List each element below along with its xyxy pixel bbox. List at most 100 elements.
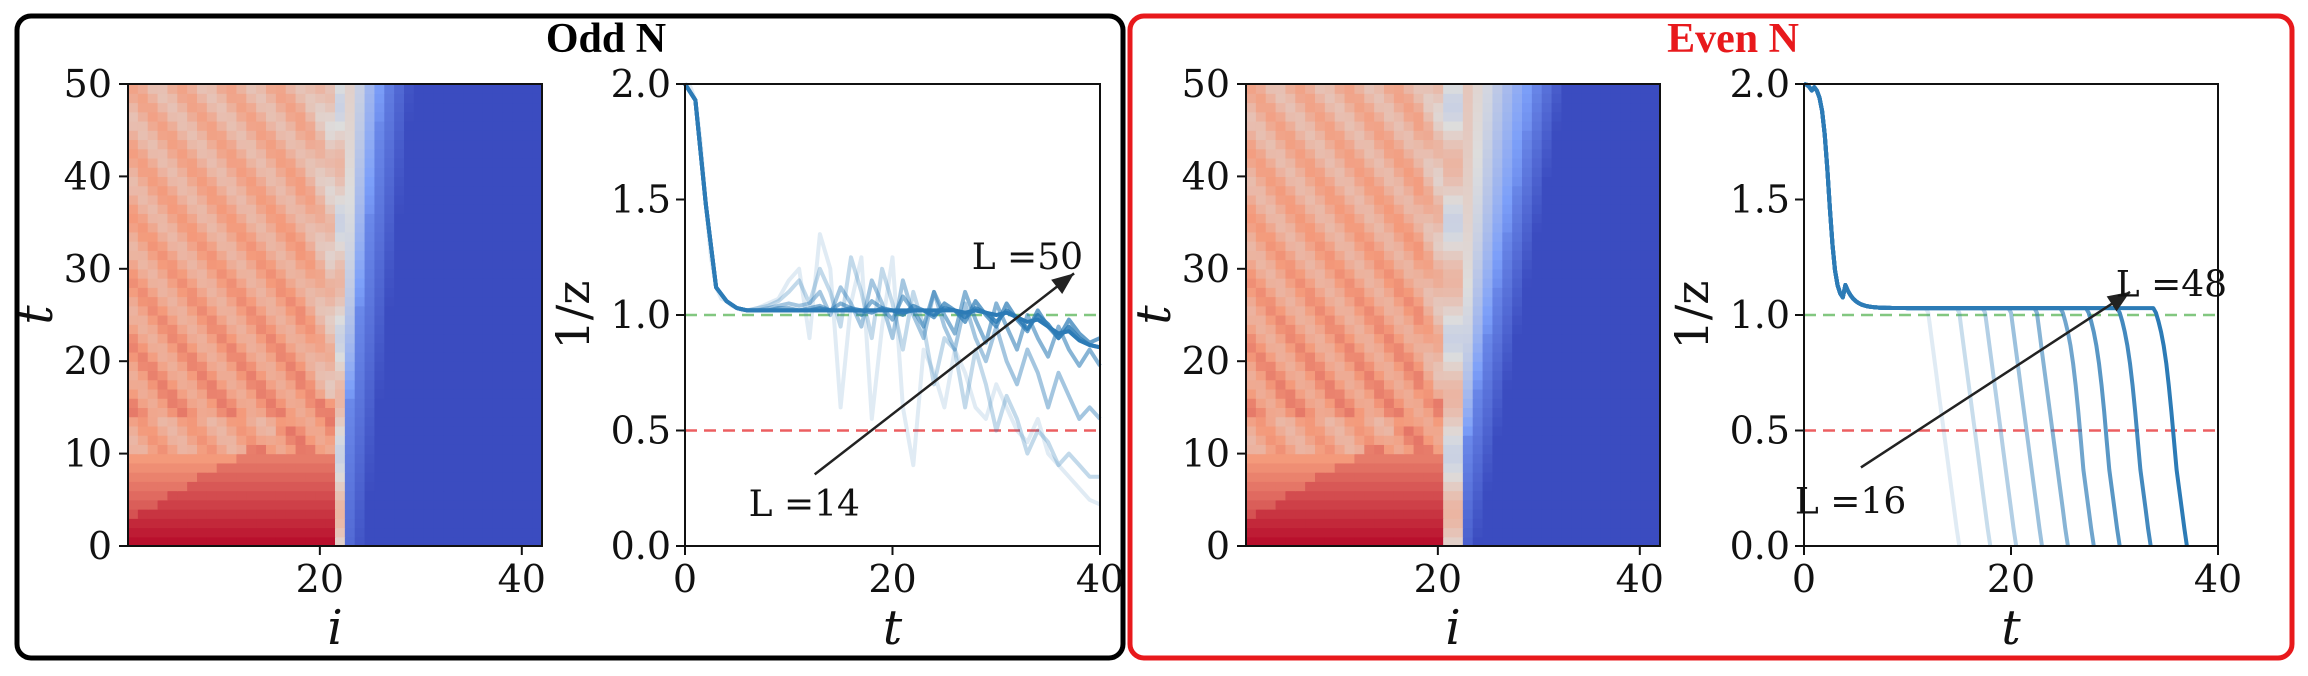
heatmap-cell	[137, 204, 149, 214]
heatmap-cell	[433, 287, 445, 298]
heatmap-cell	[1443, 194, 1454, 205]
heatmap-cell	[1344, 509, 1356, 519]
heatmap-cell	[1571, 259, 1582, 270]
heatmap-cell	[1315, 379, 1326, 390]
heatmap-cell	[364, 213, 376, 224]
heatmap-cell	[236, 425, 247, 436]
heatmap-cell	[216, 351, 228, 362]
heatmap-cell	[374, 139, 385, 150]
heatmap-cell	[374, 472, 385, 482]
heatmap-cell	[197, 472, 208, 482]
heatmap-cell	[315, 379, 326, 390]
heatmap-cell	[1512, 305, 1523, 316]
heatmap-cell	[1443, 388, 1454, 399]
heatmap-cell	[236, 278, 247, 288]
heatmap-cell	[295, 518, 307, 529]
heatmap-cell	[177, 472, 188, 482]
heatmap-cell	[187, 527, 198, 538]
heatmap-cell	[364, 398, 376, 408]
heatmap-cell	[522, 259, 533, 270]
heatmap-cell	[364, 536, 376, 547]
heatmap-cell	[1275, 120, 1287, 131]
heatmap-cell	[1423, 111, 1434, 122]
heatmap-cell	[1472, 93, 1484, 104]
heatmap-cell	[246, 481, 257, 492]
heatmap-cell	[295, 250, 307, 261]
heatmap-cell	[413, 241, 425, 251]
heatmap-cell	[1295, 111, 1306, 122]
heatmap-cell	[1334, 222, 1346, 233]
heatmap-cell	[1502, 167, 1513, 177]
heatmap-cell	[197, 398, 208, 408]
heatmap-cell	[1423, 518, 1434, 529]
heatmap-cell	[473, 222, 484, 233]
heatmap-cell	[1315, 148, 1326, 159]
heatmap-cell	[1571, 84, 1582, 94]
heatmap-cell	[1600, 324, 1612, 335]
heatmap-cell	[1344, 472, 1356, 482]
heatmap-cell	[1541, 305, 1553, 316]
heatmap-cell	[364, 416, 376, 427]
heatmap-cell	[1482, 444, 1494, 455]
heatmap-cell	[1384, 111, 1395, 122]
heatmap-cell	[1403, 278, 1415, 288]
heatmap-cell	[1364, 407, 1375, 418]
heatmap-cell	[1265, 139, 1277, 150]
heatmap-cell	[404, 204, 415, 214]
heatmap-cell	[443, 453, 454, 464]
heatmap-cell	[266, 139, 277, 150]
heatmap-cell	[216, 453, 228, 464]
heatmap-cell	[374, 157, 385, 168]
heatmap-cell	[354, 425, 366, 436]
heatmap-cell	[1541, 259, 1553, 270]
heatmap-cell	[1423, 250, 1434, 261]
heatmap-cell	[1315, 490, 1326, 501]
heatmap-cell	[1364, 130, 1375, 141]
heatmap-cell	[1246, 93, 1257, 104]
heatmap-cell	[246, 462, 257, 473]
heatmap-cell	[335, 453, 346, 464]
heatmap-cell	[1354, 120, 1365, 131]
heatmap-cell	[404, 499, 415, 510]
heatmap-cell	[423, 111, 435, 122]
heatmap-cell	[1571, 268, 1582, 279]
heatmap-cell	[1413, 490, 1425, 501]
heatmap-cell	[453, 213, 464, 224]
heatmap-cell	[266, 398, 277, 408]
heatmap-cell	[1413, 444, 1425, 455]
heatmap-cell	[1315, 518, 1326, 529]
heatmap-cell	[463, 111, 474, 122]
heatmap-cell	[206, 130, 218, 141]
heatmap-cell	[1541, 351, 1553, 362]
heatmap-cell	[404, 278, 415, 288]
heatmap-cell	[1492, 231, 1503, 242]
heatmap-cell	[128, 139, 139, 150]
heatmap-cell	[1265, 194, 1277, 205]
heatmap-cell	[1502, 444, 1513, 455]
heatmap-cell	[137, 213, 149, 224]
heatmap-cell	[1423, 370, 1434, 381]
heatmap-cell	[256, 481, 267, 492]
y-tick-label: 0.0	[1730, 524, 1790, 568]
heatmap-cell	[522, 472, 533, 482]
heatmap-cell	[1413, 379, 1425, 390]
heatmap-cell	[325, 407, 336, 418]
heatmap-cell	[256, 93, 267, 104]
heatmap-cell	[1531, 130, 1543, 141]
heatmap-cell	[1551, 315, 1563, 325]
y-tick-label: 30	[1182, 247, 1230, 291]
heatmap-cell	[1305, 407, 1316, 418]
heatmap-cell	[1561, 462, 1572, 473]
heatmap-cell	[502, 536, 514, 547]
heatmap-cell	[1620, 416, 1632, 427]
heatmap-cell	[137, 268, 149, 279]
heatmap-cell	[1265, 527, 1277, 538]
heatmap-cell	[1551, 259, 1563, 270]
heatmap-cell	[482, 499, 494, 510]
heatmap-cell	[1285, 407, 1296, 418]
heatmap-cell	[1413, 333, 1425, 344]
heatmap-cell	[295, 194, 307, 205]
heatmap-cell	[177, 148, 188, 159]
heatmap-cell	[1462, 231, 1474, 242]
heatmap-cell	[1561, 84, 1572, 94]
